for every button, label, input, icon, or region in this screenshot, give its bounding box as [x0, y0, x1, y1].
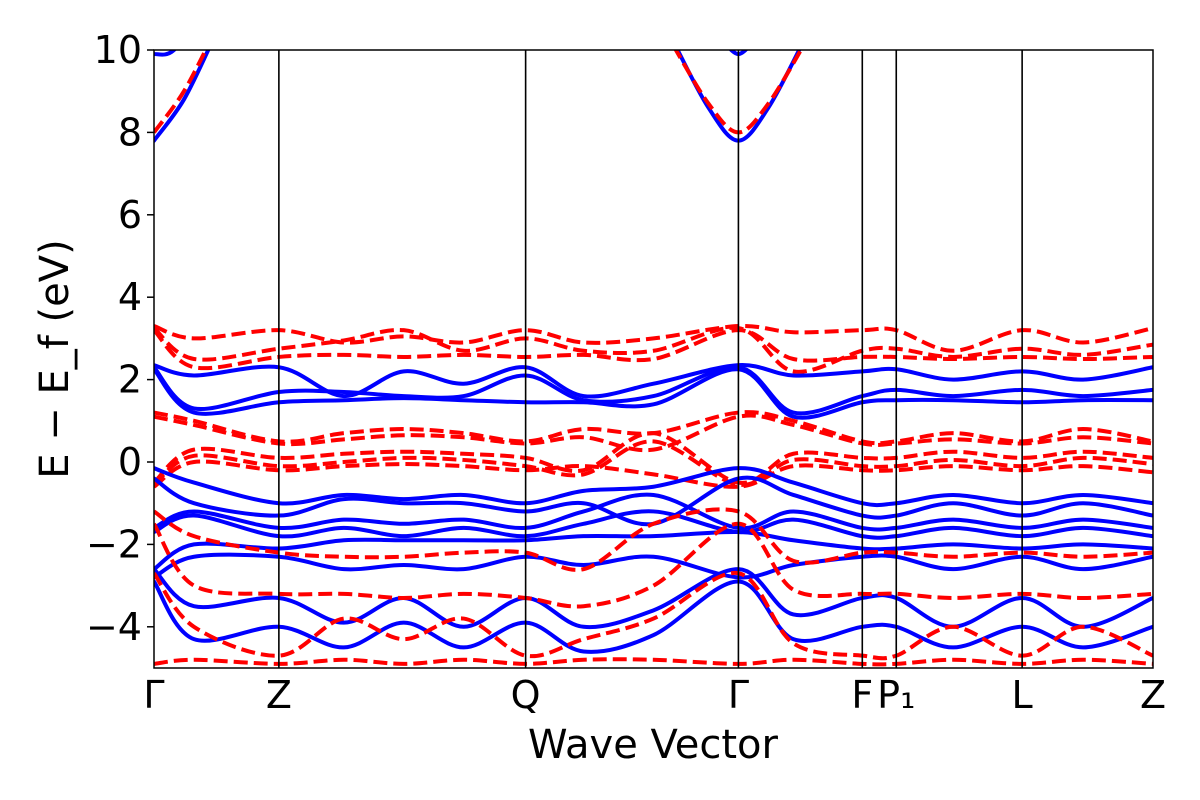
x-tick-label-6: L [1012, 673, 1033, 717]
series-layer [154, 50, 1153, 667]
solid-band-line-16 [154, 552, 1153, 580]
dashed-band-line-10 [154, 459, 1153, 489]
dashed-band-line-8 [154, 431, 1153, 485]
solid-band-line-3 [154, 363, 1153, 399]
solid-band-line-24 [154, 50, 211, 143]
x-tick-label-4: F [851, 673, 873, 717]
y-axis-label: E − E_f (eV) [32, 239, 78, 478]
x-tick-label-3: Γ [728, 673, 749, 717]
solid-band-line-18 [154, 579, 1153, 654]
x-axis-ticks: Γ Z Q Γ F P₁ L Z [143, 673, 1166, 717]
dashed-band-line-21 [154, 571, 1153, 661]
dashed-band-line-9 [154, 439, 1153, 487]
solid-band-line-17 [154, 567, 1153, 630]
y-tick-label-3: 2 [118, 358, 142, 402]
y-tick-label-5: 6 [118, 193, 142, 237]
dashed-band-line-22 [154, 657, 1153, 667]
x-tick-label-5: P₁ [877, 673, 915, 717]
dashed-band-line-2 [154, 328, 1153, 371]
dashed-band-line-19 [154, 507, 1153, 572]
dashed-band-line-20 [154, 521, 1153, 609]
y-tick-label-6: 8 [118, 110, 142, 154]
y-axis-ticks: −4 −2 0 2 4 6 8 10 [86, 28, 154, 649]
plot-frame [153, 49, 1154, 669]
x-tick-label-2: Q [511, 673, 541, 717]
solid-band-line-11 [154, 466, 1153, 508]
dashed-band-line-6 [154, 410, 1153, 446]
solid-band-line-5 [154, 367, 1153, 420]
solid-band-line-14 [154, 509, 1153, 540]
solid-band-line-15 [154, 529, 1153, 572]
dashed-band-line-25 [154, 50, 208, 134]
y-tick-label-4: 4 [118, 275, 142, 319]
x-tick-label-0: Γ [143, 673, 164, 717]
x-tick-label-7: Z [1140, 673, 1166, 717]
y-tick-label-0: −4 [86, 605, 142, 649]
y-tick-label-1: −2 [86, 522, 142, 566]
solid-band-line-4 [154, 365, 1153, 416]
solid-band-line-13 [154, 492, 1153, 532]
x-tick-label-1: Z [266, 673, 292, 717]
dashed-band-line-0 [154, 323, 1153, 353]
y-tick-label-2: 0 [118, 440, 142, 484]
x-axis-label: Wave Vector [528, 722, 779, 768]
solid-band-line-23 [154, 50, 177, 57]
dashed-band-line-7 [154, 413, 1153, 453]
dashed-band-line-1 [154, 325, 1153, 374]
y-tick-label-7: 10 [94, 28, 142, 72]
high-symmetry-lines [278, 50, 1023, 668]
